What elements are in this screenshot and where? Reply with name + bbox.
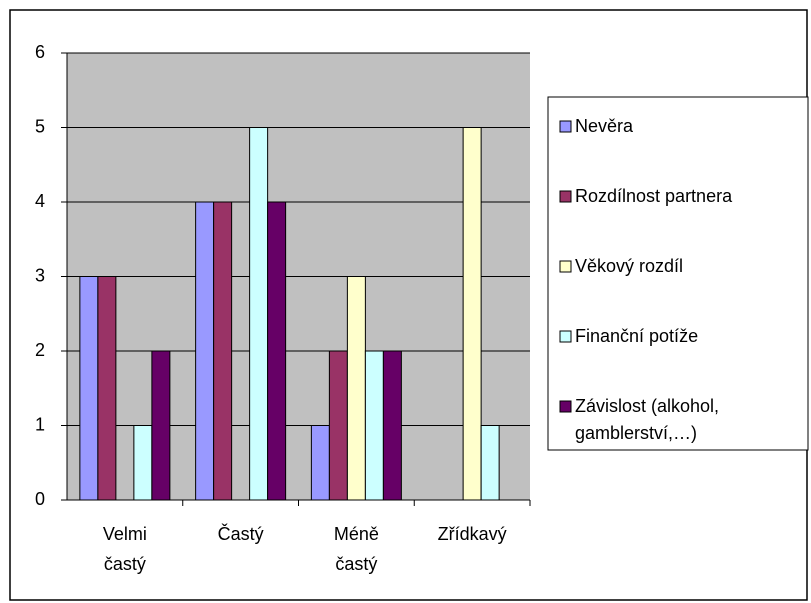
y-tick-label: 4: [35, 191, 45, 211]
legend-label: Závislost (alkohol, gamblerství,…): [575, 396, 719, 443]
legend-label: Nevěra: [575, 116, 634, 136]
bar: [151, 350, 171, 501]
y-tick-label: 1: [35, 414, 45, 434]
bar: [480, 425, 500, 501]
y-tick-label: 0: [35, 489, 45, 509]
bar: [462, 127, 482, 501]
x-tick-label: Zřídkavý: [438, 524, 507, 544]
legend: [547, 96, 809, 451]
bar: [364, 350, 384, 501]
legend-swatch: [559, 260, 572, 273]
y-tick-label: 6: [35, 42, 45, 62]
y-tick-label: 5: [35, 116, 45, 136]
bar: [195, 201, 215, 501]
y-tick-label: 3: [35, 265, 45, 285]
legend-label: Věkový rozdíl: [575, 256, 683, 276]
bar: [79, 276, 99, 501]
bar: [310, 425, 330, 501]
x-tick-label: Méně častý: [334, 524, 379, 574]
bar: [213, 201, 233, 501]
bar: [382, 350, 402, 501]
x-tick-label: Častý: [218, 523, 264, 544]
bar: [267, 201, 287, 501]
bar: [133, 425, 153, 501]
legend-swatch: [559, 120, 572, 133]
legend-swatch: [559, 190, 572, 203]
legend-label: Rozdílnost partnera: [575, 186, 733, 206]
legend-swatch: [559, 400, 572, 413]
legend-label: Finanční potíže: [575, 326, 698, 346]
bar: [97, 276, 117, 501]
legend-swatch: [559, 330, 572, 343]
y-tick-label: 2: [35, 340, 45, 360]
bar: [328, 350, 348, 501]
bar: [249, 127, 269, 501]
bar: [346, 276, 366, 501]
x-tick-label: Velmi častý: [103, 524, 147, 574]
